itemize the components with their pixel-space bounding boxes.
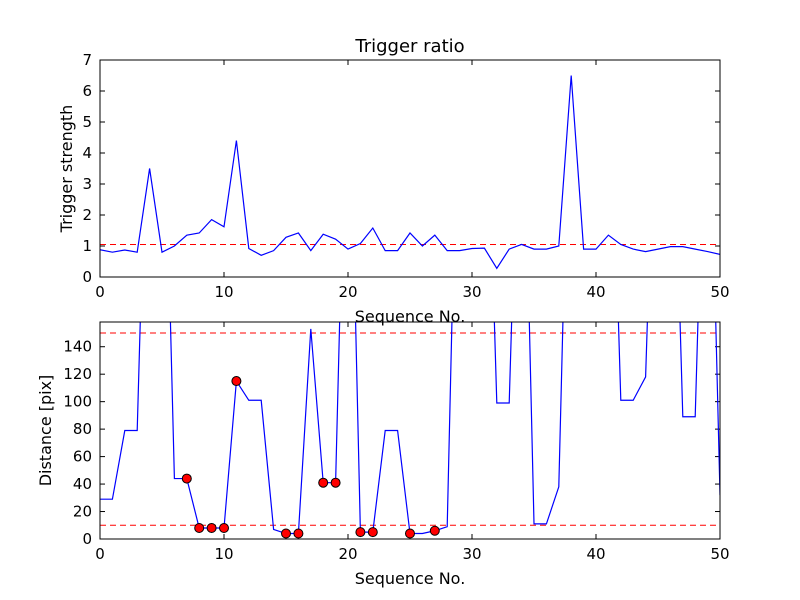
data-marker (194, 523, 205, 534)
distance-data (100, 322, 720, 539)
data-marker (206, 523, 217, 534)
distance-axes-frame (99, 321, 721, 540)
x-tick-label: 0 (95, 545, 105, 563)
y-tick-label: 5 (82, 113, 92, 131)
data-marker (181, 473, 192, 484)
data-marker (367, 527, 378, 538)
x-tick-label: 0 (95, 283, 105, 301)
x-tick-label: 50 (710, 545, 729, 563)
trigger-ratio-ticks: 0 10 20 30 40 50 0 1 2 3 4 5 6 7 (82, 51, 729, 301)
x-axis-label: Sequence No. (355, 307, 466, 326)
x-axis-label: Sequence No. (355, 569, 466, 588)
data-marker (231, 376, 242, 387)
data-marker (405, 528, 415, 539)
y-tick-label: 20 (73, 503, 92, 521)
data-marker (219, 523, 229, 534)
x-tick-label: 50 (710, 283, 729, 301)
x-tick-label: 20 (338, 545, 357, 563)
data-marker (330, 477, 341, 488)
y-tick-label: 6 (82, 82, 92, 100)
trigger-ratio-chart: 0 10 20 30 40 50 0 1 2 3 4 5 6 7 Trigger ratio Sequen… (57, 36, 730, 326)
y-axis-label: Distance [pix] (36, 375, 55, 487)
data-marker (293, 528, 304, 539)
y-tick-label: 7 (82, 51, 92, 69)
y-tick-label: 100 (63, 393, 92, 411)
data-marker (429, 525, 440, 536)
y-tick-label: 120 (63, 365, 92, 383)
y-tick-label: 60 (73, 448, 92, 466)
trigger-ratio-axes-frame (99, 59, 721, 278)
x-tick-label: 10 (214, 545, 233, 563)
x-tick-label: 30 (462, 283, 481, 301)
y-tick-label: 0 (82, 268, 92, 286)
data-marker (355, 527, 366, 538)
x-tick-label: 40 (586, 283, 605, 301)
y-tick-label: 2 (82, 206, 92, 224)
x-tick-label: 10 (214, 283, 233, 301)
y-tick-label: 4 (82, 144, 92, 162)
trigger-ratio-data (100, 75, 720, 270)
y-tick-label: 0 (82, 530, 92, 548)
y-tick-label: 80 (73, 420, 92, 438)
distance-chart: 0 10 20 30 40 50 0 20 40 60 80 100 120 140 Sequence N… (36, 321, 730, 588)
series-line (100, 75, 720, 270)
data-marker (318, 477, 329, 488)
y-tick-label: 140 (63, 338, 92, 356)
data-marker (281, 528, 291, 539)
distance-ticks: 0 10 20 30 40 50 0 20 40 60 80 100 120 140 (63, 322, 730, 563)
y-tick-label: 1 (82, 237, 92, 255)
y-tick-label: 40 (73, 475, 92, 493)
y-tick-label: 3 (82, 175, 92, 193)
chart-title: Trigger ratio (354, 36, 464, 57)
x-tick-label: 40 (586, 545, 605, 563)
x-tick-label: 30 (462, 545, 481, 563)
y-axis-label: Trigger strength (57, 105, 76, 234)
x-tick-label: 20 (338, 283, 357, 301)
